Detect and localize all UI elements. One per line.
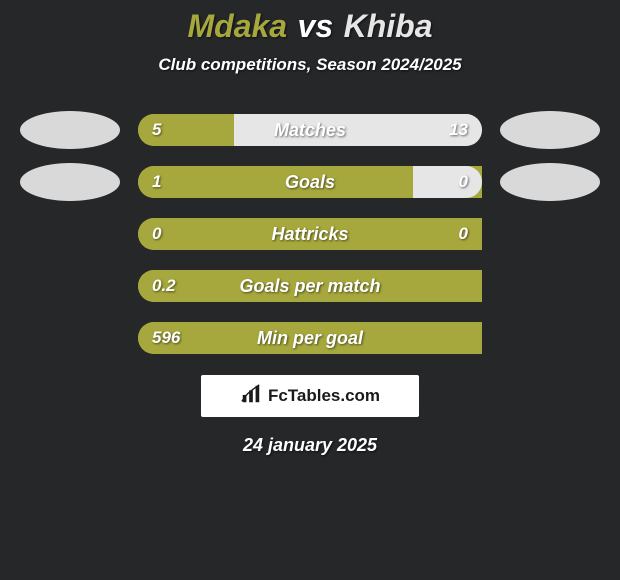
stat-bar: 1Goals0 — [138, 166, 482, 198]
stat-row: 5Matches13 — [0, 111, 620, 149]
comparison-title: Mdaka vs Khiba — [0, 0, 620, 45]
stats-container: 5Matches131Goals00Hattricks00.2Goals per… — [0, 111, 620, 357]
watermark-text: FcTables.com — [268, 386, 380, 406]
stat-bar: 0Hattricks0 — [138, 218, 482, 250]
stat-bar: 596Min per goal — [138, 322, 482, 354]
stat-label: Goals per match — [138, 270, 482, 302]
stat-value-player2: 0 — [459, 166, 468, 198]
vs-label: vs — [298, 8, 334, 44]
player1-avatar — [20, 163, 120, 201]
date: 24 january 2025 — [0, 435, 620, 456]
player2-avatar — [500, 163, 600, 201]
stat-row: 1Goals0 — [0, 163, 620, 201]
player1-name: Mdaka — [188, 8, 288, 44]
stat-label: Goals — [138, 166, 482, 198]
subtitle: Club competitions, Season 2024/2025 — [0, 55, 620, 75]
player2-avatar — [500, 111, 600, 149]
stat-value-player2: 0 — [459, 218, 468, 250]
stat-label: Matches — [138, 114, 482, 146]
stat-row: 0.2Goals per match — [0, 267, 620, 305]
player1-avatar — [20, 111, 120, 149]
stat-bar: 5Matches13 — [138, 114, 482, 146]
player2-name: Khiba — [344, 8, 433, 44]
stat-label: Min per goal — [138, 322, 482, 354]
stat-label: Hattricks — [138, 218, 482, 250]
stat-row: 0Hattricks0 — [0, 215, 620, 253]
stat-bar: 0.2Goals per match — [138, 270, 482, 302]
barchart-icon — [240, 383, 262, 410]
stat-row: 596Min per goal — [0, 319, 620, 357]
watermark: FcTables.com — [201, 375, 419, 417]
stat-value-player2: 13 — [449, 114, 468, 146]
